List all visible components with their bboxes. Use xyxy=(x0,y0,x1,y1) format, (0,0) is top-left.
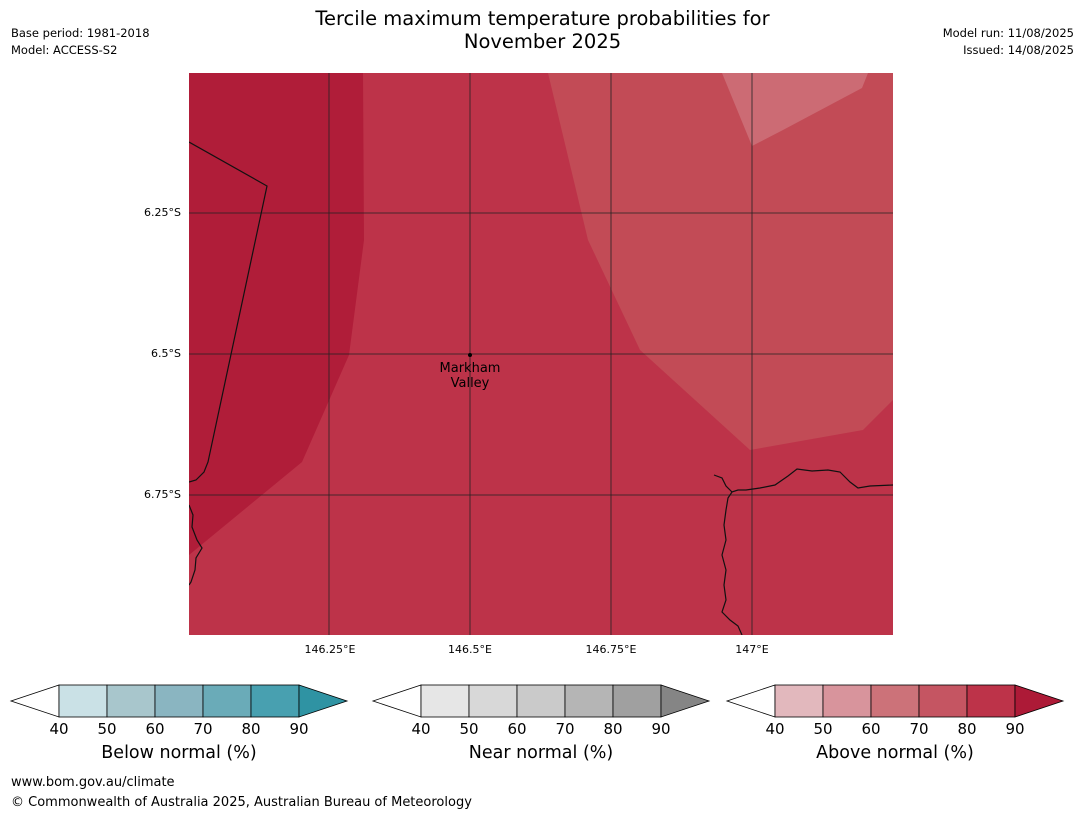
title-line-2: November 2025 xyxy=(463,30,622,53)
colorbar-segment xyxy=(250,684,300,718)
colorbar-tick-label: 50 xyxy=(459,720,478,738)
region-90-plus xyxy=(189,73,364,555)
graticule xyxy=(189,73,893,635)
colorbar-title: Below normal (%) xyxy=(101,743,257,763)
colorbar-svg: 40 50 60 70 80 90 xyxy=(725,684,1065,738)
footer-copyright: © Commonwealth of Australia 2025, Austra… xyxy=(11,795,472,810)
colorbar-segment xyxy=(516,684,566,718)
colorbar-tick-label: 90 xyxy=(651,720,670,738)
colorbar-tick-label: 50 xyxy=(813,720,832,738)
colorbar-upper-extension xyxy=(1014,684,1065,718)
colorbar-tick-label: 90 xyxy=(1005,720,1024,738)
colorbar-lower-extension xyxy=(371,684,422,718)
colorbar-tick-label: 50 xyxy=(97,720,116,738)
colorbar-segment xyxy=(918,684,968,718)
colorbar-tick-label: 80 xyxy=(241,720,260,738)
colorbar-tick-label: 40 xyxy=(411,720,430,738)
colorbar-lower-extension xyxy=(725,684,776,718)
place-label-line-2: Valley xyxy=(450,376,490,391)
coastlines xyxy=(189,141,893,635)
colorbar-segment xyxy=(822,684,872,718)
colorbar-tick-label: 70 xyxy=(909,720,928,738)
place-label-line-1: Markham xyxy=(439,361,501,376)
colorbar-tick-label: 70 xyxy=(555,720,574,738)
colorbar-segment xyxy=(202,684,252,718)
place-marker xyxy=(468,353,472,357)
colorbar-2: 40 50 60 70 80 90 Above normal (%) xyxy=(725,684,1065,763)
colorbar-segment xyxy=(870,684,920,718)
issued-date: Issued: 14/08/2025 xyxy=(963,43,1074,57)
colorbar-segment xyxy=(154,684,204,718)
region-70-80 xyxy=(548,73,893,450)
colorbar-tick-label: 40 xyxy=(765,720,784,738)
colorbar-upper-extension xyxy=(298,684,349,718)
colorbar-upper-extension xyxy=(660,684,711,718)
place-label: Markham Valley xyxy=(420,361,520,391)
lat-label: 6.25°S xyxy=(144,206,181,219)
colorbar-segment xyxy=(966,684,1016,718)
footer-url[interactable]: www.bom.gov.au/climate xyxy=(11,775,175,790)
colorbar-tick-label: 60 xyxy=(861,720,880,738)
colorbar-tick-label: 60 xyxy=(507,720,526,738)
colorbar-title: Near normal (%) xyxy=(468,743,614,763)
colorbar-segment xyxy=(420,684,470,718)
colorbar-tick-label: 40 xyxy=(49,720,68,738)
meta-right: Model run: 11/08/2025 Issued: 14/08/2025 xyxy=(943,25,1074,59)
colorbar-tick-label: 80 xyxy=(957,720,976,738)
lon-label: 147°E xyxy=(735,643,769,656)
colorbar-tick-label: 80 xyxy=(603,720,622,738)
region-60-70 xyxy=(722,73,868,146)
colorbar-1: 40 50 60 70 80 90 Near normal (%) xyxy=(371,684,711,763)
colorbar-title: Above normal (%) xyxy=(816,743,974,763)
lon-label: 146.5°E xyxy=(448,643,492,656)
colorbar-segment xyxy=(468,684,518,718)
model-name: Model: ACCESS-S2 xyxy=(11,43,118,57)
chart-title: Tercile maximum temperature probabilitie… xyxy=(0,7,1085,53)
colorbar-tick-label: 70 xyxy=(193,720,212,738)
colorbar-segment xyxy=(612,684,662,718)
lat-label: 6.75°S xyxy=(144,488,181,501)
colorbar-tick-label: 90 xyxy=(289,720,308,738)
title-line-1: Tercile maximum temperature probabilitie… xyxy=(315,7,770,30)
colorbar-tick-label: 60 xyxy=(145,720,164,738)
colorbar-svg: 40 50 60 70 80 90 xyxy=(9,684,349,738)
lon-label: 146.25°E xyxy=(304,643,356,656)
model-run: Model run: 11/08/2025 xyxy=(942,26,1074,40)
colorbar-segment xyxy=(564,684,614,718)
lon-label: 146.75°E xyxy=(585,643,637,656)
lat-label: 6.5°S xyxy=(151,347,181,360)
colorbar-0: 40 50 60 70 80 90 Below normal (%) xyxy=(9,684,349,763)
colorbar-segment xyxy=(774,684,824,718)
colorbar-segment xyxy=(58,684,108,718)
meta-left: Base period: 1981-2018 Model: ACCESS-S2 xyxy=(11,25,150,59)
colorbar-svg: 40 50 60 70 80 90 xyxy=(371,684,711,738)
colorbar-segment xyxy=(106,684,156,718)
base-period: Base period: 1981-2018 xyxy=(11,26,150,40)
colorbar-lower-extension xyxy=(9,684,60,718)
